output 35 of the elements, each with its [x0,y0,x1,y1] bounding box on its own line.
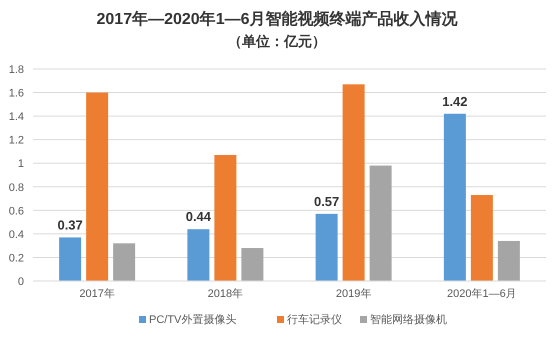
data-label: 0.37 [57,217,83,232]
x-tick-label: 2017年 [79,288,115,300]
y-tick-label: 0.4 [8,228,24,241]
y-tick-label: 1.4 [8,111,24,124]
bar [113,243,136,281]
y-tick-label: 0.6 [8,205,24,218]
chart-title: 2017年—2020年1—6月智能视频终端产品收入情况 [96,10,458,28]
chart-subtitle: （单位：亿元） [228,33,326,49]
bar [342,84,365,281]
legend-label: 智能网络摄像机 [370,313,447,326]
bar [241,248,264,281]
y-tick-label: 0.8 [8,182,24,194]
bar [59,237,82,281]
bar [498,240,520,281]
y-tick-label: 1.6 [8,88,24,100]
data-label: 1.42 [442,94,468,109]
data-label: 0.57 [314,194,340,209]
legend-label: 行车记录仪 [287,313,342,326]
data-label: 0.44 [186,209,212,224]
bar [370,166,392,281]
y-tick-label: 0 [18,276,24,288]
bar [187,229,210,281]
bar [316,214,338,281]
bar [444,114,466,281]
legend-label: PC/TV外置摄像头 [149,313,236,326]
y-tick-label: 1.2 [8,134,24,147]
x-tick-label: 2020年1—6月 [447,288,517,300]
bar [470,195,493,281]
bar [86,92,108,281]
y-tick-label: 0.2 [8,252,24,264]
y-tick-label: 1 [18,158,24,170]
x-tick-label: 2019年 [336,288,372,300]
y-tick-label: 1.8 [8,64,24,76]
x-tick-label: 2018年 [208,288,244,300]
bar [214,154,236,281]
